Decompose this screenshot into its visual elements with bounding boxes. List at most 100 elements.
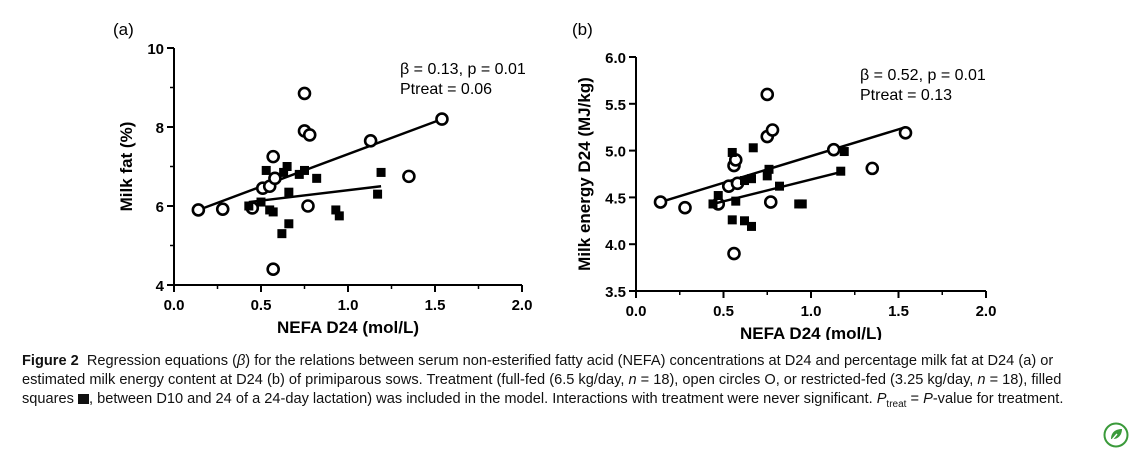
data-point-filled-square: [713, 191, 723, 201]
x-tick-label: 2.0: [976, 303, 997, 320]
y-tick-label: 8: [156, 120, 164, 137]
filled-square-icon: [77, 394, 89, 404]
caption-n: n: [628, 372, 637, 388]
x-tick-label: 1.5: [888, 303, 909, 320]
fit-line-restricted-fed: [248, 185, 382, 204]
data-point-open-circle: [297, 86, 312, 101]
data-point-open-circle: [266, 262, 280, 277]
data-point-open-circle: [215, 202, 230, 216]
data-point-filled-square: [279, 167, 289, 177]
data-point-filled-square: [277, 229, 287, 239]
data-point-filled-square: [284, 187, 294, 197]
y-tick-label: 4: [156, 278, 165, 295]
data-point-filled-square: [376, 167, 386, 177]
y-axis-title: Milk energy D24 (MJ/kg): [575, 77, 594, 271]
data-point-filled-square: [797, 199, 807, 209]
data-point-open-circle: [653, 195, 668, 209]
data-point-filled-square: [373, 189, 383, 199]
data-point-open-circle: [898, 126, 913, 140]
data-point-filled-square: [727, 147, 737, 157]
x-axis-title: NEFA D24 (mol/L): [277, 318, 419, 337]
figure-caption: Figure 2 Regression equations (β) for th…: [22, 352, 1107, 414]
data-point-open-circle: [826, 142, 841, 157]
data-point-open-circle: [402, 169, 416, 184]
caption-text: = 18), filled squares: [22, 372, 1062, 407]
leaf-badge-icon: [1103, 422, 1129, 448]
caption-text: = 18), open circles O, or restricted-fed…: [636, 372, 978, 388]
panel-label: (a): [113, 20, 134, 39]
stats-annotation: Ptreat = 0.06: [400, 81, 492, 98]
x-tick-label: 0.0: [626, 303, 647, 320]
x-tick-label: 0.5: [713, 303, 734, 320]
data-point-filled-square: [256, 197, 266, 207]
data-point-filled-square: [312, 173, 322, 183]
data-point-open-circle: [301, 199, 315, 213]
x-tick-label: 1.5: [425, 297, 446, 314]
caption-p: P: [923, 391, 933, 407]
y-tick-label: 6.0: [605, 50, 626, 67]
caption-text: =: [906, 391, 924, 407]
data-point-filled-square: [331, 205, 341, 215]
data-point-filled-square: [836, 166, 846, 176]
caption-p-subscript: treat: [886, 398, 907, 410]
figure-two-panels: (a) 4 6 8 10 0.0 0.5 1.0 1.5 2.0 NEFA D24 (mol/L) M…: [113, 20, 997, 340]
stats-annotation: β = 0.52, p = 0.01: [860, 67, 986, 84]
panel-label: (b): [572, 20, 593, 39]
data-point-filled-square: [740, 216, 749, 226]
caption-text: , between D10 and 24 of a 24-day lactati…: [88, 391, 877, 407]
data-point-open-circle: [435, 112, 449, 126]
data-point-filled-square: [268, 207, 278, 217]
data-point-open-circle: [760, 87, 775, 102]
caption-label: Figure 2: [22, 353, 79, 369]
data-point-open-circle: [266, 149, 280, 164]
data-point-filled-square: [775, 181, 784, 191]
caption-text: Regression equations (: [86, 353, 237, 369]
data-point-filled-square: [727, 215, 737, 225]
data-point-open-circle: [727, 246, 741, 261]
data-point-filled-square: [300, 165, 309, 175]
caption-text: -value for treatment.: [932, 391, 1064, 407]
data-point-open-circle: [763, 195, 778, 209]
y-tick-label: 6: [156, 199, 164, 216]
y-tick-label: 3.5: [605, 284, 626, 301]
fit-line-full-fed: [197, 117, 443, 212]
stats-annotation: β = 0.13, p = 0.01: [400, 61, 526, 78]
data-point-filled-square: [764, 164, 774, 174]
data-point-open-circle: [302, 128, 317, 142]
y-axis-title: Milk fat (%): [117, 122, 136, 212]
data-point-filled-square: [748, 143, 758, 153]
stats-annotation: Ptreat = 0.13: [860, 87, 952, 104]
caption-p: P: [876, 391, 887, 407]
data-point-filled-square: [334, 211, 344, 221]
y-tick-label: 4.5: [605, 190, 626, 207]
x-tick-label: 0.0: [164, 297, 185, 314]
y-tick-label: 5.0: [605, 144, 626, 161]
y-tick-label: 10: [147, 41, 164, 58]
data-point-filled-square: [708, 199, 718, 209]
x-tick-label: 2.0: [512, 297, 533, 314]
data-point-filled-square: [740, 176, 749, 186]
x-tick-label: 1.0: [801, 303, 822, 320]
data-point-filled-square: [284, 219, 294, 229]
data-point-filled-square: [762, 171, 772, 181]
x-tick-label: 1.0: [338, 297, 359, 314]
data-point-filled-square: [747, 174, 756, 184]
data-point-open-circle: [765, 123, 780, 137]
data-point-open-circle: [268, 171, 282, 186]
data-point-open-circle: [191, 203, 206, 217]
data-point-filled-square: [747, 221, 756, 231]
data-point-open-circle: [865, 161, 880, 176]
data-point-filled-square: [244, 201, 254, 211]
caption-n: n: [977, 372, 986, 388]
data-point-filled-square: [294, 169, 304, 179]
y-tick-label: 4.0: [605, 237, 626, 254]
y-tick-label: 5.5: [605, 97, 626, 114]
caption-text: ) for the relations between serum non-es…: [22, 353, 1054, 388]
x-axis-title: NEFA D24 (mol/L): [740, 324, 882, 340]
fit-line-full-fed: [660, 126, 906, 204]
data-point-open-circle: [678, 200, 692, 215]
data-point-filled-square: [282, 162, 292, 171]
data-point-filled-square: [261, 165, 271, 175]
x-tick-label: 0.5: [251, 297, 272, 314]
data-point-open-circle: [363, 134, 378, 148]
